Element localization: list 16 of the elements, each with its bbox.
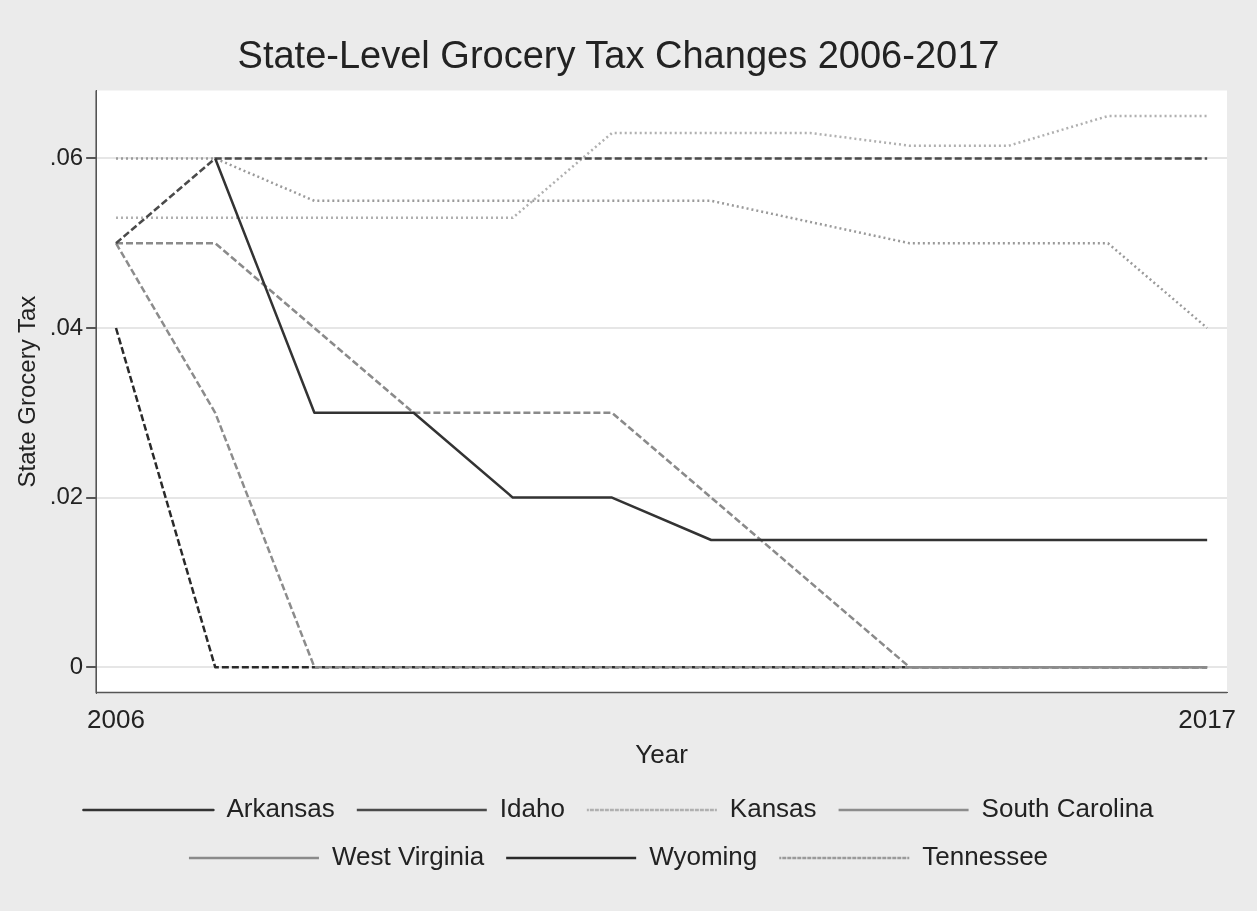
legend-label: Kansas: [729, 793, 817, 824]
x-axis-title: Year: [635, 738, 689, 769]
y-axis-title: State Grocery Tax: [13, 295, 41, 488]
y-tick-label: .06: [49, 143, 84, 171]
y-tick-label: 0: [69, 651, 84, 679]
legend-label: Idaho: [499, 793, 565, 824]
x-tick-label: 2017: [1178, 704, 1237, 735]
y-tick-label: .02: [49, 482, 84, 510]
legend-label: Arkansas: [226, 793, 335, 824]
legend-label: Tennessee: [922, 841, 1049, 872]
legend-label: West Virginia: [331, 841, 485, 872]
y-tick-label: .04: [49, 312, 84, 340]
legend-label: South Carolina: [981, 793, 1155, 824]
x-tick-label: 2006: [87, 704, 145, 735]
legend-label: Wyoming: [649, 841, 758, 872]
chart-title: State-Level Grocery Tax Changes 2006-2017: [237, 34, 1000, 77]
